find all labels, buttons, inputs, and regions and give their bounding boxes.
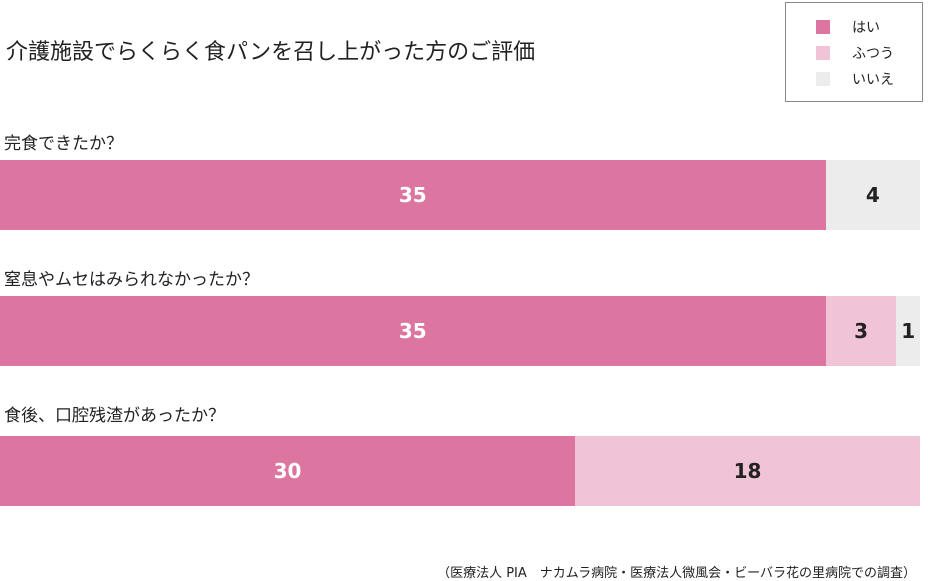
bar-segment-normal: 3 xyxy=(825,296,897,366)
bar-value-label: 4 xyxy=(865,183,880,207)
legend-label-yes: はい xyxy=(852,20,880,36)
legend-label-normal: ふつう xyxy=(852,46,894,62)
bar-segment-no: 1 xyxy=(896,296,920,366)
bar-value-label: 18 xyxy=(733,459,762,483)
source-note: （医療法人 PIA ナカムラ病院・医療法人微風会・ビーバラ花の里病院での調査） xyxy=(437,566,916,581)
bar-segment-yes: 30 xyxy=(0,436,575,506)
bar-segment-yes: 35 xyxy=(0,296,826,366)
question-label-finished: 完食できたか？ xyxy=(4,134,123,154)
bar-value-label: 3 xyxy=(854,319,868,343)
legend-swatch-yes xyxy=(816,20,830,34)
bar-row-choking: 35 3 1 xyxy=(0,296,920,366)
question-label-choking: 窒息やムセはみられなかったか？ xyxy=(4,270,259,290)
bar-value-label: 35 xyxy=(398,319,427,343)
bar-segment-normal: 18 xyxy=(575,436,920,506)
legend-swatch-normal xyxy=(816,46,830,60)
bar-row-finished: 35 4 xyxy=(0,160,920,230)
chart-title: 介護施設でらくらく食パンを召し上がった方のご評価 xyxy=(6,40,536,65)
bar-segment-yes: 35 xyxy=(0,160,826,230)
legend-label-no: いいえ xyxy=(852,72,894,88)
chart-legend: はい ふつう いいえ xyxy=(785,2,923,102)
legend-swatch-no xyxy=(816,72,830,86)
bar-value-label: 35 xyxy=(398,183,427,207)
question-label-residue: 食後、口腔残渣があったか？ xyxy=(4,406,225,426)
bar-row-residue: 30 18 xyxy=(0,436,920,506)
bar-value-label: 30 xyxy=(273,459,302,483)
bar-segment-no: 4 xyxy=(825,160,920,230)
bar-value-label: 1 xyxy=(901,319,916,343)
